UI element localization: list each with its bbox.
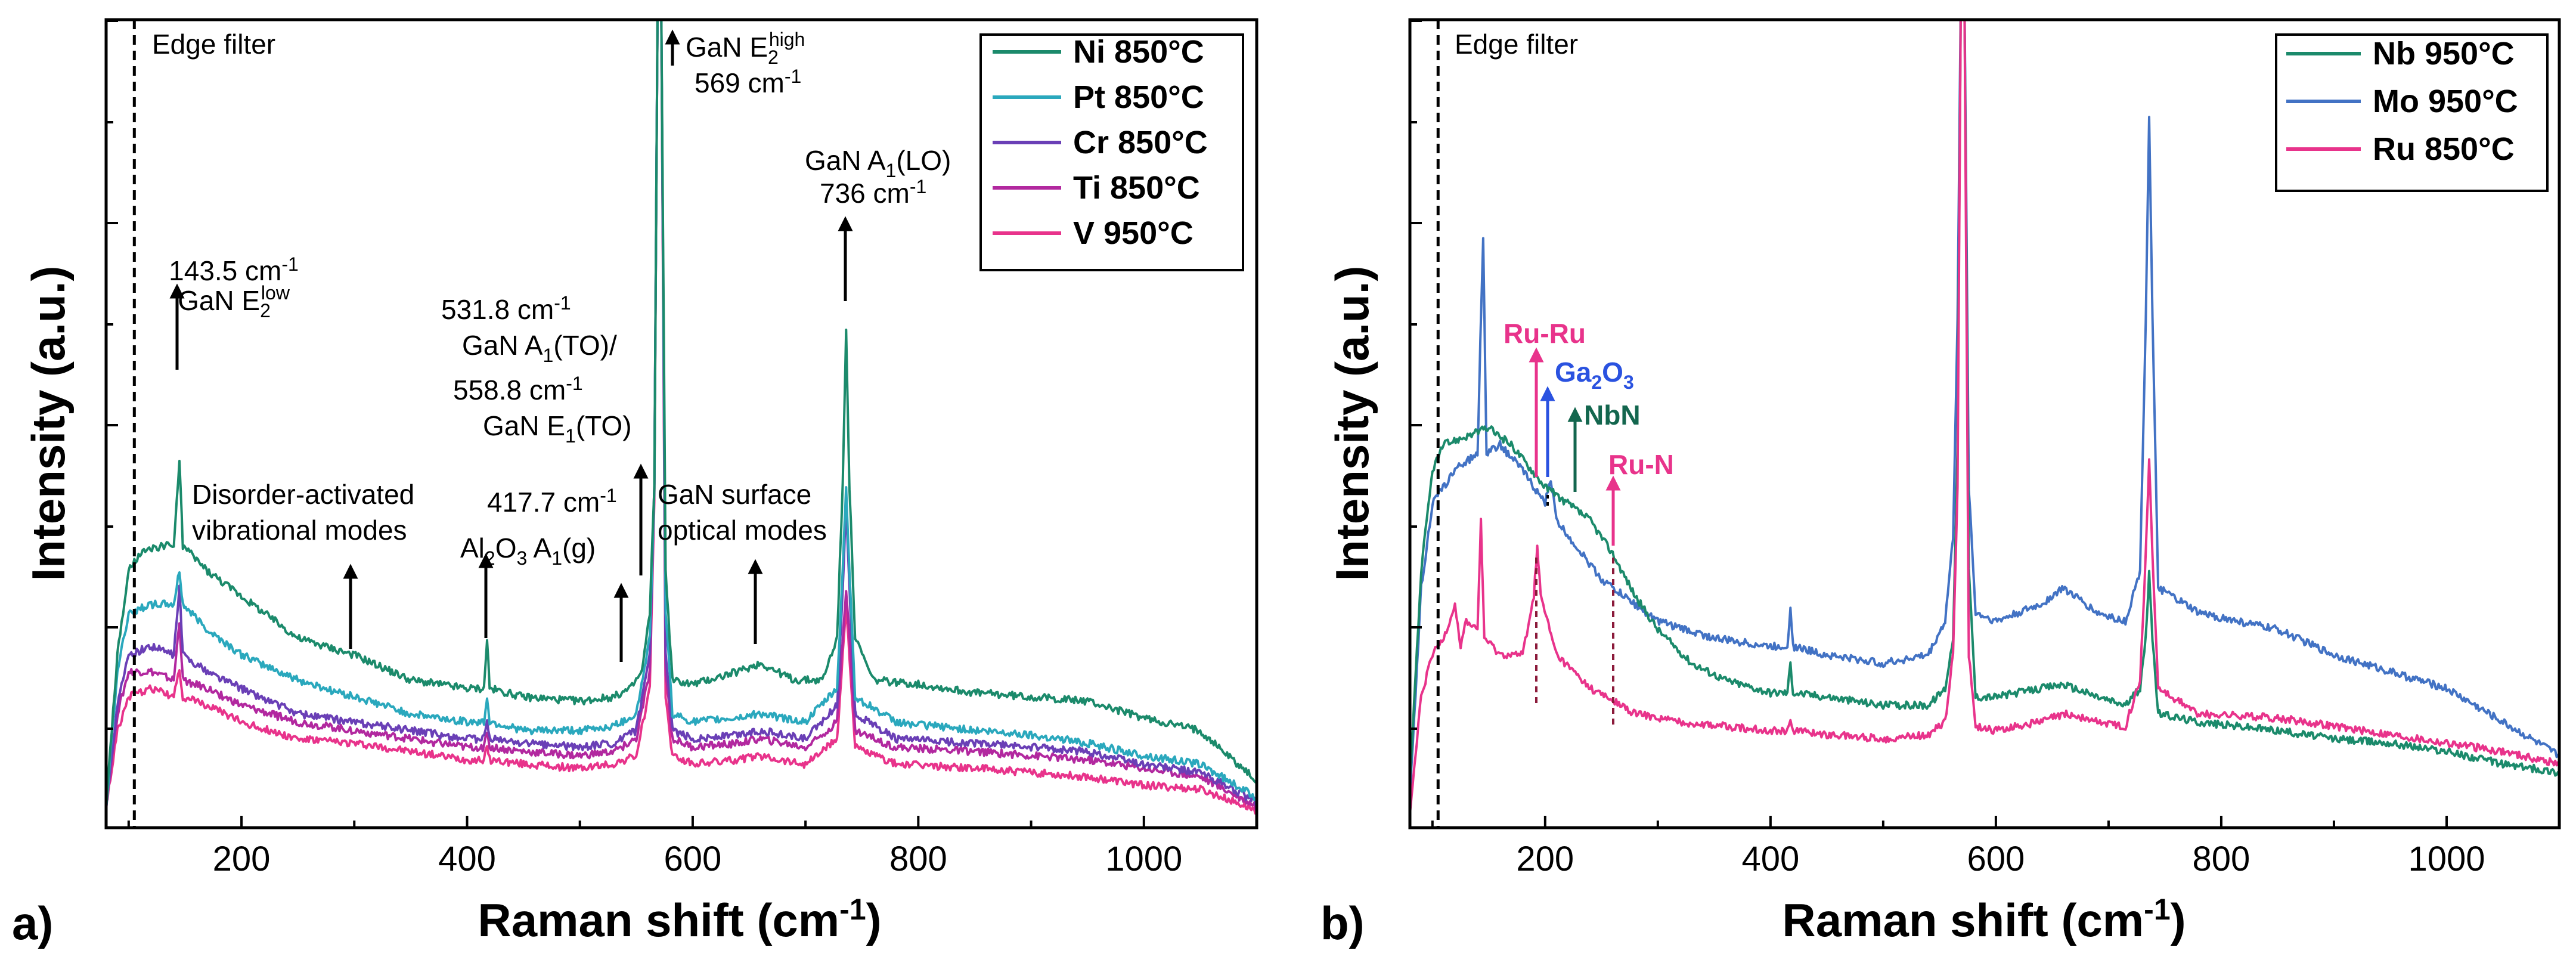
series-line-ti (106, 20, 1257, 810)
annotation-surface-line1: GaN surface (658, 479, 811, 510)
panel-a-frame (104, 18, 1258, 829)
panel-b-x-ticks: 200 400 600 800 1000 (1431, 816, 2560, 878)
x-tick-label: 800 (889, 840, 947, 878)
annotation-417-mode: Al2O3 A1(g) (460, 533, 596, 569)
panel-b-annotations: Ru-Ru Ga2O3 NbN Ru-N (1504, 318, 1674, 725)
annotation-558-mode: GaN E1(TO) (483, 410, 632, 447)
panel-b-legend-box (2275, 33, 2549, 192)
x-tick-label: 1000 (1105, 840, 1182, 878)
panel-b-x-axis-label: Raman shift (cm-1) (1782, 893, 2186, 946)
panel-b-frame (1408, 18, 2561, 829)
legend-label: Ti 850°C (1073, 170, 1200, 206)
panel-a-y-axis-label: Intensity (a.u.) (22, 266, 75, 581)
annotation-531-mode: GaN A1(TO)/ (462, 330, 617, 366)
series-line-ru (1410, 20, 2559, 814)
panel-b-series (1410, 20, 2559, 814)
annotation-disorder-line1: Disorder-activated (192, 479, 414, 510)
annotation-558-wavenumber: 558.8 cm-1 (453, 373, 583, 405)
panel-b-legend: Nb 950°C Mo 950°C Ru 850°C (2275, 33, 2549, 192)
legend-label: Ru 850°C (2373, 131, 2515, 167)
annotation-nbn: NbN (1584, 400, 1641, 431)
annotation-736-mode: GaN A1(LO) (805, 145, 951, 181)
x-tick-label: 800 (2193, 840, 2250, 878)
x-tick-label: 400 (438, 840, 496, 878)
panel-a: 200 400 600 800 1000 Raman shift (cm-1) Inte… (12, 18, 1258, 949)
panel-a-legend: Ni 850°C Pt 850°C Cr 850°C Ti 850°C V 950°C (979, 33, 1244, 271)
panel-a-y-ticks (106, 20, 118, 730)
panel-a-annotations: 143.5 cm-1 GaN E2low 531.8 cm-1 GaN A1(T… (169, 29, 951, 662)
annotation-143-wavenumber: 143.5 cm-1 (169, 253, 299, 286)
x-tick-label: 600 (664, 840, 722, 878)
x-tick-label: 600 (1967, 840, 2025, 878)
x-tick-label: 1000 (2408, 840, 2485, 878)
annotation-ru-ru: Ru-Ru (1504, 318, 1586, 349)
annotation-ru-n: Ru-N (1608, 449, 1674, 480)
annotation-417-wavenumber: 417.7 cm-1 (487, 485, 617, 518)
annotation-ga2o3: Ga2O3 (1555, 357, 1634, 393)
annotation-569-wavenumber: 569 cm-1 (695, 66, 801, 98)
panel-b-label: b) (1320, 897, 1365, 949)
panel-a-x-axis-label: Raman shift (cm-1) (478, 893, 881, 946)
series-line-nb (1410, 20, 2559, 780)
panel-a-label: a) (12, 897, 53, 949)
panel-a-edge-filter-label: Edge filter (152, 29, 275, 60)
panel-b-y-axis-label: Intensity (a.u.) (1326, 266, 1378, 581)
legend-label: Mo 950°C (2373, 83, 2518, 119)
x-tick-label: 200 (213, 840, 271, 878)
panel-b-edge-filter-label: Edge filter (1455, 29, 1578, 60)
annotation-disorder-line2: vibrational modes (192, 515, 407, 546)
panel-b-y-ticks (1410, 20, 1422, 730)
panel-a-series (106, 20, 1257, 815)
annotation-569-mode: GaN E2high (686, 29, 805, 68)
series-line-cr (106, 20, 1257, 810)
legend-label: V 950°C (1073, 215, 1194, 251)
panel-b: 200 400 600 800 1000 Raman shift (cm-1) Inte… (1320, 18, 2561, 949)
x-tick-label: 200 (1516, 840, 1574, 878)
series-line-mo (1410, 20, 2559, 797)
legend-label: Ni 850°C (1073, 34, 1204, 70)
panel-a-x-ticks: 200 400 600 800 1000 (127, 816, 1258, 878)
legend-label: Pt 850°C (1073, 79, 1204, 115)
series-line-v (106, 20, 1257, 815)
annotation-143-mode: GaN E2low (178, 282, 290, 321)
legend-label: Cr 850°C (1073, 125, 1208, 160)
legend-label: Nb 950°C (2373, 36, 2515, 72)
x-tick-label: 400 (1741, 840, 1799, 878)
annotation-736-wavenumber: 736 cm-1 (820, 176, 926, 209)
annotation-531-wavenumber: 531.8 cm-1 (441, 292, 571, 325)
series-line-pt (106, 20, 1257, 809)
panel-a-legend-box (979, 33, 1244, 271)
series-line-ni (106, 20, 1257, 809)
annotation-surface-line2: optical modes (658, 515, 827, 546)
